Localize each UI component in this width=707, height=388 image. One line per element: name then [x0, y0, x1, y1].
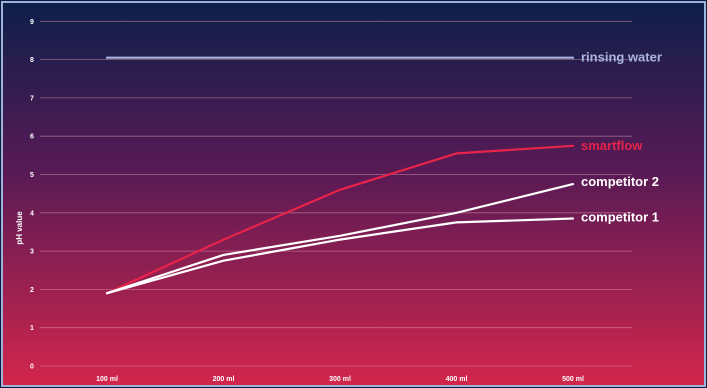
series-label-competitor-2: competitor 2: [581, 174, 659, 189]
x-tick-label-100-ml: 100 ml: [96, 376, 118, 383]
y-axis-label: pH value: [15, 211, 24, 245]
y-tick-label-0: 0: [30, 364, 34, 371]
x-tick-label-200-ml: 200 ml: [213, 376, 235, 383]
series-line-competitor-2: [105, 183, 575, 295]
series-label-rinsing-water: rinsing water: [581, 50, 662, 65]
y-tick-label-1: 1: [30, 325, 34, 332]
y-tick-label-4: 4: [30, 210, 34, 217]
y-tick-label-7: 7: [30, 95, 34, 102]
y-tick-label-2: 2: [30, 287, 34, 294]
y-tick-label-6: 6: [30, 134, 34, 141]
series-line-smartflow: [105, 144, 575, 295]
y-tick-label-8: 8: [30, 57, 34, 64]
x-tick-label-300-ml: 300 ml: [329, 376, 351, 383]
y-tick-label-9: 9: [30, 19, 34, 26]
series-label-smartflow: smartflow: [581, 138, 643, 153]
series-label-competitor-1: competitor 1: [581, 210, 659, 225]
x-tick-label-500-ml: 500 ml: [562, 376, 584, 383]
x-tick-label-400-ml: 400 ml: [446, 376, 468, 383]
y-tick-label-5: 5: [30, 172, 34, 179]
y-tick-label-3: 3: [30, 249, 34, 256]
